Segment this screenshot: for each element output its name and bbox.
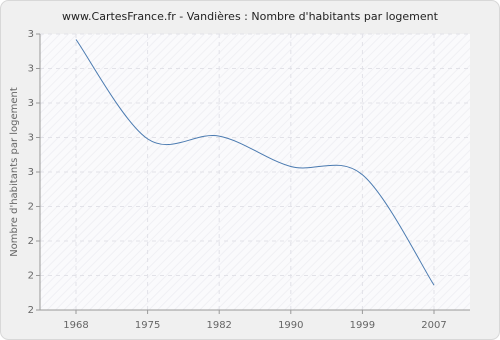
y-tick-label: 2 <box>28 236 34 247</box>
x-tick-label: 1999 <box>350 320 375 331</box>
y-tick-label: 3 <box>28 98 34 109</box>
x-tick-label: 2007 <box>421 320 446 331</box>
y-tick-label: 3 <box>28 167 34 178</box>
data-line <box>75 39 435 286</box>
y-axis-label: Nombre d'habitants par logement <box>9 87 20 257</box>
y-tick-label: 3 <box>28 29 34 40</box>
y-tick-label: 2 <box>28 202 34 213</box>
plot-area <box>40 34 470 310</box>
x-tick-label: 1982 <box>206 320 231 331</box>
chart-title: www.CartesFrance.fr - Vandières : Nombre… <box>62 10 439 23</box>
x-tick-label: 1975 <box>135 320 160 331</box>
y-tick-label: 2 <box>28 305 34 316</box>
x-tick-label: 1968 <box>63 320 88 331</box>
y-tick-label: 2 <box>28 271 34 282</box>
y-tick-label: 3 <box>28 133 34 144</box>
y-tick-label: 3 <box>28 64 34 75</box>
x-tick-label: 1990 <box>278 320 303 331</box>
